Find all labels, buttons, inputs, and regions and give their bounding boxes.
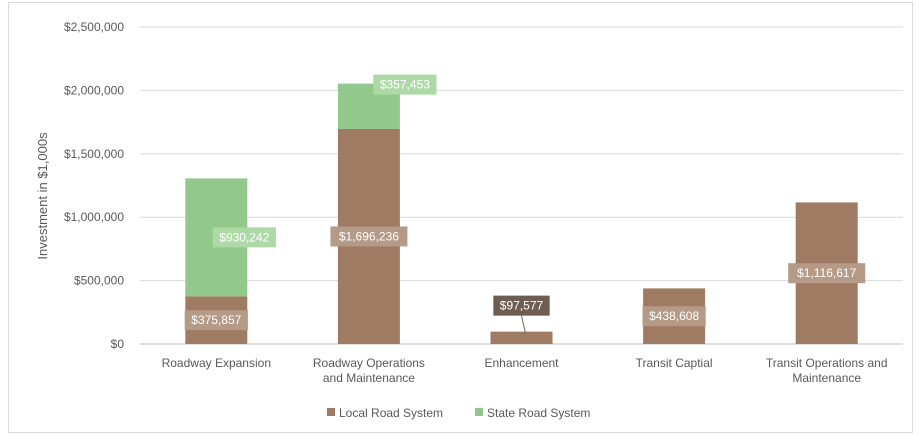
data-label: $1,696,236 <box>339 229 399 243</box>
y-tick-label: $500,000 <box>74 274 124 288</box>
leader-line <box>521 315 526 334</box>
data-label: $357,453 <box>380 78 430 92</box>
data-label: $930,242 <box>219 230 269 244</box>
data-label-box <box>373 74 437 95</box>
data-label-box <box>642 306 706 327</box>
y-tick-label: $2,000,000 <box>64 83 124 97</box>
legend-label: State Road System <box>487 406 590 420</box>
y-tick-label: $1,500,000 <box>64 147 124 161</box>
data-label: $97,577 <box>500 299 544 313</box>
data-label-box <box>212 227 276 248</box>
x-category-label: Roadway Expansion <box>162 356 271 370</box>
data-label-box <box>788 263 866 284</box>
legend: Local Road System State Road System <box>327 406 590 420</box>
x-category-label: Roadway Operations <box>313 356 425 370</box>
legend-label: Local Road System <box>339 406 443 420</box>
x-category-label: Enhancement <box>484 356 559 370</box>
y-tick-label: $0 <box>111 337 125 351</box>
data-label: $375,857 <box>191 313 241 327</box>
data-label: $1,116,617 <box>797 266 856 280</box>
data-labels: $375,857 $930,242 $1,696,236 $357,453 $97,57… <box>184 74 866 334</box>
x-category-label: and Maintenance <box>323 371 415 385</box>
bar-local-road-system <box>490 331 553 344</box>
y-tick-label: $2,500,000 <box>64 20 124 34</box>
y-tick-label: $1,000,000 <box>64 210 124 224</box>
legend-swatch <box>327 408 335 416</box>
data-label-box <box>493 295 550 316</box>
x-category-label: Transit Operations and <box>766 356 888 370</box>
y-axis-ticks: $0 $500,000 $1,000,000 $1,500,000 $2,000,000… <box>64 20 124 351</box>
y-axis-title: Investment in $1,000s <box>35 132 50 260</box>
x-category-label: Transit Captial <box>636 356 713 370</box>
x-category-label: Maintenance <box>792 371 861 385</box>
data-label-box <box>184 310 248 331</box>
data-label: $438,608 <box>649 309 699 323</box>
legend-swatch <box>475 408 483 416</box>
data-label-box <box>330 226 408 247</box>
gridlines <box>140 26 903 345</box>
